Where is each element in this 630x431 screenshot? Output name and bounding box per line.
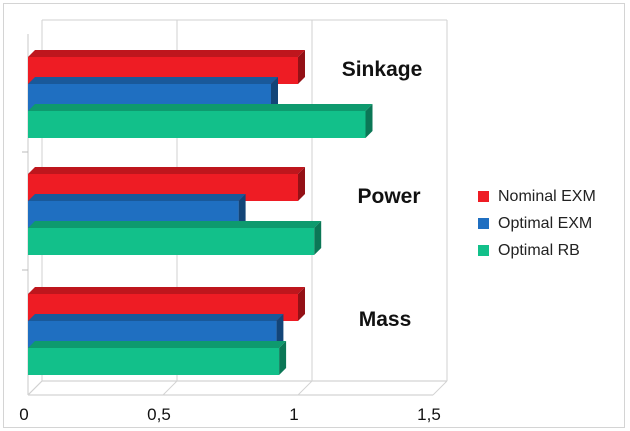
bar-top-face [28, 314, 284, 321]
bar-end-face [298, 287, 305, 321]
bars [28, 50, 373, 375]
x-tick-label: 0 [19, 405, 28, 424]
bar-top-face [28, 104, 373, 111]
gridline-floor [297, 380, 313, 396]
x-tick-label: 1 [289, 405, 298, 424]
x-tick-label: 0,5 [147, 405, 171, 424]
bar-end-face [365, 104, 373, 138]
bar-end-face [279, 341, 287, 375]
bar-end-face [298, 167, 305, 201]
legend-swatch [478, 191, 489, 202]
bar-top-face [28, 194, 246, 201]
legend-label: Optimal EXM [498, 214, 593, 232]
legend-swatch [478, 245, 489, 256]
category-label-mass: Mass [359, 308, 412, 331]
bar-end-face [314, 221, 322, 255]
bar-top-face [28, 341, 287, 348]
legend-item-optimal-exm: Optimal EXM [478, 210, 596, 237]
bar-end-face [238, 194, 246, 228]
bar-top-face [28, 77, 278, 84]
category-label-power: Power [357, 185, 420, 208]
bar-front-face [28, 111, 366, 138]
bar-end-face [298, 50, 305, 84]
bar-end-face [271, 77, 278, 111]
bar-front-face [28, 348, 280, 375]
gridline-floor [27, 380, 43, 396]
legend-label: Optimal RB [498, 241, 580, 259]
gridline-floor [432, 380, 448, 396]
x-tick-labels: 0 0,5 1 1,5 [19, 405, 441, 424]
bar-sinkage-2 [28, 104, 373, 138]
gridline-floor [162, 380, 178, 396]
bar-top-face [28, 167, 305, 174]
category-labels: Sinkage Power Mass [342, 58, 423, 331]
bar-power-2 [28, 221, 322, 255]
bar-end-face [276, 314, 284, 348]
legend-label: Nominal EXM [498, 187, 596, 205]
bar-mass-2 [28, 341, 287, 375]
legend-swatch [478, 218, 489, 229]
bar-front-face [28, 228, 315, 255]
legend-item-optimal-rb: Optimal RB [478, 237, 596, 264]
legend: Nominal EXM Optimal EXM Optimal RB [478, 183, 596, 264]
category-label-sinkage: Sinkage [342, 58, 423, 81]
bar-top-face [28, 50, 305, 57]
bar-top-face [28, 221, 322, 228]
bar-top-face [28, 287, 305, 294]
x-tick-label: 1,5 [417, 405, 441, 424]
legend-item-nominal-exm: Nominal EXM [478, 183, 596, 210]
